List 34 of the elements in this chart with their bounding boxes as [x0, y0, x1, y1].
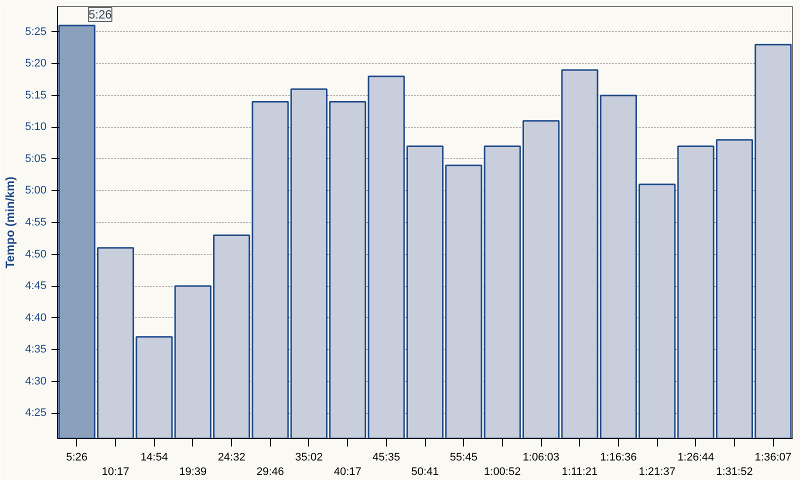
y-tick-label: 5:10 [25, 121, 47, 134]
x-tick-label: 1:26:44 [677, 452, 714, 464]
x-tick-label: 40:17 [334, 466, 362, 478]
x-tick-label: 5:26 [66, 452, 88, 464]
y-tick-label: 4:35 [25, 344, 47, 356]
x-tick-label: 1:06:03 [522, 452, 560, 464]
y-tick-label: 5:05 [25, 152, 47, 165]
x-tick-label: 50:41 [411, 466, 439, 478]
y-tick-label: 5:15 [25, 89, 47, 102]
y-axis-title: Tempo (min/km) [3, 176, 18, 268]
annotation: 5:26 [88, 8, 112, 22]
x-tick-label: 1:21:37 [638, 466, 676, 478]
x-tick-label: 1:36:07 [754, 452, 792, 464]
x-tick-label: 24:32 [218, 452, 246, 464]
y-tick-label: 4:40 [25, 312, 47, 324]
x-tick-label: 45:35 [372, 452, 400, 464]
x-tick-label: 55:45 [450, 452, 478, 464]
x-tick-label: 19:39 [179, 466, 207, 478]
y-tick-label: 5:25 [25, 26, 47, 38]
y-tick-label: 4:45 [25, 280, 47, 292]
x-tick-label: 35:02 [295, 452, 323, 464]
y-tick-label: 4:30 [25, 375, 47, 388]
x-tick-label: 1:16:36 [600, 452, 637, 464]
x-tick-label: 1:00:52 [484, 466, 521, 478]
y-tick-label: 4:50 [25, 248, 47, 260]
y-tick-label: 4:55 [25, 216, 47, 228]
x-tick-label: 1:11:21 [562, 466, 598, 478]
x-tick-label: 1:31:52 [716, 466, 753, 478]
y-tick-label: 5:20 [25, 58, 47, 70]
x-tick-label: 14:54 [140, 452, 168, 464]
x-tick-label: 29:46 [256, 466, 284, 478]
y-tick-label: 4:25 [25, 407, 47, 420]
y-tick-label: 5:00 [25, 184, 47, 197]
x-tick-label: 10:17 [102, 466, 130, 478]
